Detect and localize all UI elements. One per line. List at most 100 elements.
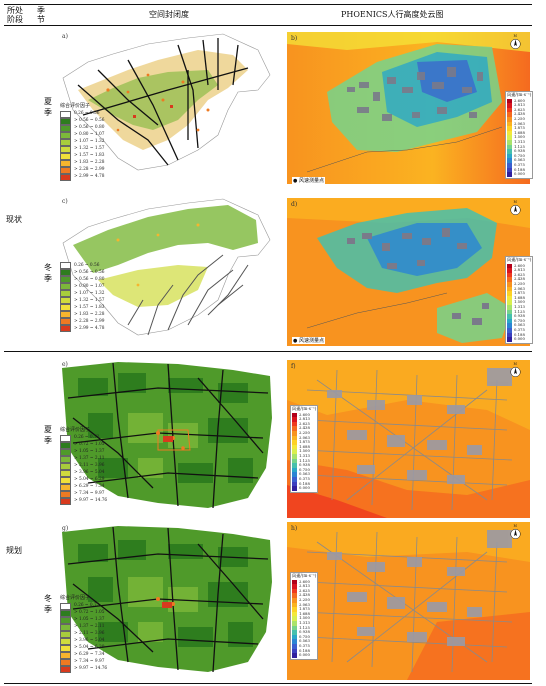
header-stage: 所处 阶段 (7, 6, 23, 24)
panel-label-h: h) (291, 525, 298, 532)
wind-legend-value: 1.313 (299, 619, 310, 625)
wind-legend-row: 0.000 (507, 171, 531, 177)
season-winter-plan: 冬季 (44, 594, 52, 614)
legend-row: > 1.05 ~ 1.37 (60, 616, 107, 624)
wind-legend-value: 1.875 (514, 125, 525, 131)
cfd-map-b (287, 32, 530, 184)
wind-legend-swatch (507, 158, 512, 163)
legend-label: > 1.57 ~ 1.83 (74, 153, 105, 159)
wind-legend-swatch (507, 116, 512, 122)
legend-present-c: 0.26 ~ 0.56 > 0.56 ~ 0.56 > 0.56 ~ 0.80 > 0… (60, 262, 104, 332)
wind-legend-value: 1.125 (514, 143, 525, 149)
wind-legend-value: 1.125 (299, 624, 310, 630)
wind-legend-value: 2.438 (514, 111, 525, 117)
wind-legend-row: 0.563 (507, 158, 531, 163)
wind-legend-row: 0.375 (507, 327, 531, 333)
wind-legend-swatch (507, 103, 512, 108)
wind-legend-row: 1.500 (292, 449, 316, 454)
legend-swatch (60, 658, 71, 666)
wind-legend-swatch (292, 607, 297, 612)
wind-legend-value: 0.563 (299, 638, 310, 644)
wind-legend-row: 2.438 (507, 277, 531, 282)
wind-legend-row: 0.938 (292, 630, 316, 635)
wind-legend-row: 0.000 (507, 336, 531, 342)
north-arrow-icon: N (510, 361, 521, 378)
wind-legend-title: 风速/(m·s⁻¹) (292, 406, 317, 411)
wind-legend-swatch (292, 625, 297, 631)
wind-legend-swatch (507, 263, 512, 269)
wind-legend-row: 1.125 (507, 309, 531, 315)
wind-legend-value: 2.063 (299, 434, 310, 440)
legend-row: > 6.29 ~ 7.34 (60, 651, 107, 659)
wind-legend-swatch (292, 597, 297, 603)
legend-row: > 7.34 ~ 9.97 (60, 490, 107, 498)
header-season: 季 节 (37, 6, 45, 24)
stage-plan: 规划 (6, 546, 22, 555)
wind-legend-swatch (292, 602, 297, 608)
legend-swatch (60, 297, 71, 304)
wind-legend-value: 0.563 (299, 471, 310, 477)
wind-legend-row: 1.688 (292, 611, 316, 617)
wind-legend-value: 1.500 (299, 448, 310, 454)
legend-row: > 6.29 ~ 7.34 (60, 483, 107, 491)
wind-legend-swatch (507, 304, 512, 310)
wind-legend-value: 0.000 (514, 171, 525, 177)
legend-label: > 6.29 ~ 7.34 (74, 484, 105, 490)
legend-plan-e: 综合评价因子 0.26 ~ 0.72 > 0.72 ~ 1.05 > 1.05 ~ … (60, 427, 107, 505)
wind-legend-row: 0.563 (292, 639, 316, 644)
legend-row: > 0.56 ~ 0.56 (60, 117, 104, 125)
legend-row: > 1.05 ~ 1.37 (60, 448, 107, 456)
north-letter: N (513, 199, 518, 204)
header-stage-line1: 所处 (7, 6, 23, 15)
legend-row: > 0.56 ~ 0.80 (60, 124, 104, 132)
wind-legend-row: 2.600 (507, 263, 531, 269)
legend-label: > 1.83 ~ 2.28 (74, 160, 105, 166)
legend-swatch (60, 441, 71, 449)
panel-label-f: f) (291, 363, 296, 370)
wind-legend-value: 2.813 (514, 102, 525, 108)
legend-label: > 2.99 ~ 4.78 (74, 325, 105, 331)
wind-legend-swatch (292, 449, 297, 454)
wind-legend-row: 2.600 (292, 412, 316, 418)
wind-legend-value: 2.438 (299, 425, 310, 431)
wind-legend-row: 2.813 (507, 268, 531, 273)
wind-legend-swatch (292, 476, 297, 482)
wind-legend-row: 1.313 (292, 619, 316, 626)
legend-label: > 7.34 ~ 9.97 (74, 491, 105, 497)
wind-legend-value: 1.313 (299, 452, 310, 458)
legend-label: > 1.32 ~ 1.57 (74, 297, 105, 303)
panel-label-d: d) (291, 201, 298, 208)
wind-legend-swatch (507, 323, 512, 328)
wind-legend-swatch (507, 112, 512, 117)
legend-label: 0.26 ~ 0.72 (74, 603, 100, 609)
wind-legend-row: 0.563 (292, 472, 316, 477)
wind-legend-swatch (292, 453, 297, 459)
wind-legend-row: 2.625 (507, 272, 531, 278)
legend-row: > 3.96 ~ 5.04 (60, 637, 107, 645)
legend-row: > 7.34 ~ 9.97 (60, 658, 107, 666)
section-rule (4, 351, 532, 352)
wind-legend-value: 2.625 (299, 587, 310, 593)
enclosure-map-c (58, 195, 278, 345)
wind-legend-swatch (507, 277, 512, 282)
wind-legend-f: 风速/(m·s⁻¹) 2.600 2.813 2.625 2.438 2.250 2.06… (290, 405, 319, 493)
wind-legend-value: 0.000 (299, 652, 310, 658)
wind-legend-swatch (292, 630, 297, 635)
legend-swatch (60, 497, 71, 505)
wind-legend-swatch (292, 472, 297, 477)
legend-swatch (60, 173, 71, 181)
wind-legend-row: 1.875 (507, 291, 531, 296)
wind-legend-value: 0.188 (514, 166, 525, 172)
legend-label: > 7.34 ~ 9.97 (74, 659, 105, 665)
wind-legend-swatch (292, 648, 297, 654)
wind-legend-value: 1.688 (514, 129, 525, 135)
wind-legend-row: 0.375 (507, 162, 531, 168)
legend-label: > 5.04 ~ 6.29 (74, 645, 105, 651)
wind-legend-value: 0.938 (299, 629, 310, 635)
legend-row: > 1.32 ~ 1.57 (60, 297, 104, 304)
wind-legend-value: 0.375 (299, 475, 310, 481)
wind-legend-swatch (507, 295, 512, 301)
legend-swatch (60, 166, 71, 174)
wind-legend-row: 2.438 (507, 112, 531, 117)
legend-swatch (60, 318, 71, 325)
